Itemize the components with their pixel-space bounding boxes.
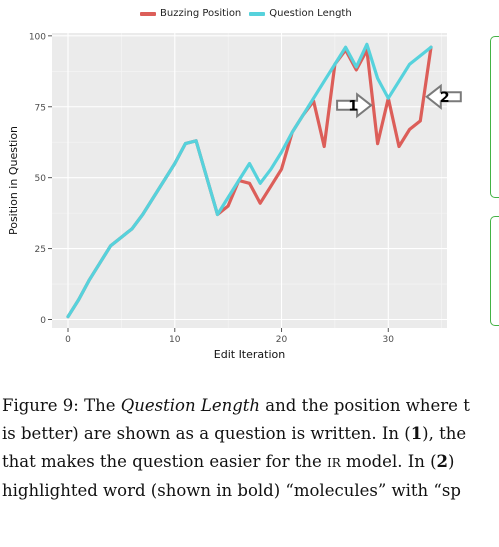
caption-text: highlighted word (shown in bold) “molecu… [2,481,461,500]
caption-text: and the position where t [260,396,470,415]
annotation-arrow-2 [425,83,462,110]
annotation-layer: 12 [336,83,462,119]
annotation-arrow-1 [336,92,373,119]
y-tick-label: 25 [35,245,46,255]
axis-layer: 0 25 50 75 100 0 10 20 30 Edit Iteration Position … [7,32,394,361]
legend-item-question-length: Question Length [249,8,352,19]
side-panel-box-bottom [490,216,499,326]
figure-caption: Figure 9: The Question Length and the po… [2,392,499,505]
y-tick-label: 100 [29,32,46,42]
legend-label-question-length: Question Length [269,8,352,19]
caption-line-1: Figure 9: The Question Length and the po… [2,392,499,420]
caption-text: ) [448,452,455,471]
x-tick-label: 30 [383,335,395,345]
series-line-question-length [66,42,433,319]
legend-label-buzzing-position: Buzzing Position [160,8,242,19]
annotation-label-1: 1 [348,98,358,114]
y-tick-label: 75 [35,103,46,113]
legend-swatch-question-length [249,11,266,16]
caption-bold: 1 [410,424,423,443]
x-axis-label: Edit Iteration [214,348,285,361]
y-axis-label: Position in Question [7,126,20,235]
y-tick-label: 50 [35,174,47,184]
y-tick-label: 0 [40,316,46,326]
caption-text: Figure 9: The [2,396,121,415]
caption-line-3: that makes the question easier for the I… [2,448,499,477]
annotation-label-2: 2 [440,90,450,106]
caption-small-caps: IR [327,456,341,470]
caption-line-2: is better) are shown as a question is wr… [2,420,499,448]
caption-text: is better) are shown as a question is wr… [2,424,411,443]
caption-bold: 2 [436,452,449,471]
x-tick-label: 0 [65,335,71,345]
series-layer [66,42,433,319]
caption-text: that makes the question easier for the [2,452,328,471]
x-tick-label: 20 [276,335,288,345]
caption-emphasis: Question Length [120,396,261,415]
grid-major [52,33,447,328]
caption-text: ), the [422,424,467,443]
chart-legend: Buzzing Position Question Length [140,8,360,19]
caption-line-4: highlighted word (shown in bold) “molecu… [2,477,499,505]
legend-swatch-buzzing-position [140,11,156,16]
caption-text: model. In ( [340,452,437,471]
legend-item-buzzing-position: Buzzing Position [140,8,241,19]
x-tick-label: 10 [169,335,181,345]
grid-minor [52,33,447,328]
side-panel-box-top [490,36,499,198]
